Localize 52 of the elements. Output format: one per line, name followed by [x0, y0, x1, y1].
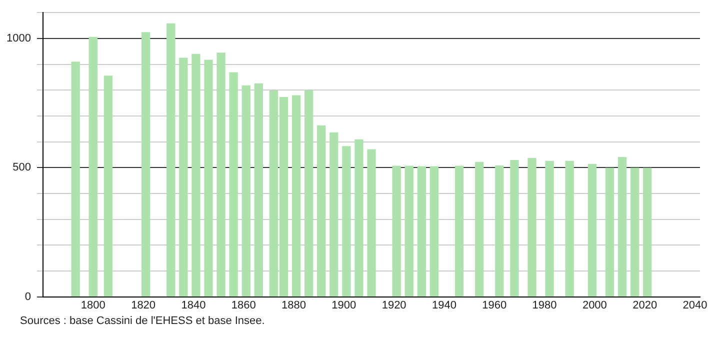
bar — [229, 72, 238, 297]
bar — [88, 36, 98, 297]
x-tick-label: 1960 — [482, 299, 507, 312]
bar — [605, 168, 614, 297]
bar — [618, 156, 627, 297]
bar — [254, 83, 263, 297]
source-note: Sources : base Cassini de l'EHESS et base Insee. — [19, 314, 266, 328]
x-tick-label: 1860 — [231, 299, 256, 312]
bar — [430, 166, 439, 297]
y-tick-label: 1000 — [6, 32, 31, 44]
bar — [417, 166, 426, 297]
bar — [71, 62, 80, 297]
bar — [643, 168, 652, 297]
bar — [367, 149, 376, 297]
bar — [510, 160, 519, 297]
x-tick-label: 1840 — [181, 299, 206, 312]
bar — [242, 85, 250, 297]
x-tick-label: 1880 — [282, 299, 306, 312]
bar — [166, 23, 176, 297]
x-tick-label: 1980 — [532, 299, 557, 312]
bar — [475, 162, 484, 297]
bar — [330, 132, 338, 297]
bar — [292, 95, 301, 297]
x-tick-label: 1900 — [332, 299, 356, 312]
bar — [342, 146, 351, 297]
x-tick-label: 2020 — [632, 299, 658, 312]
bar — [204, 60, 213, 297]
bar — [354, 139, 364, 297]
x-tick-label: 1800 — [80, 299, 106, 312]
bar — [141, 32, 150, 297]
bar — [104, 76, 113, 297]
y-tick-label: 500 — [12, 162, 31, 174]
bar — [528, 158, 536, 297]
bar — [545, 160, 554, 297]
bar — [317, 125, 326, 297]
bar — [304, 90, 314, 297]
x-tick-label: 2040 — [682, 299, 708, 312]
bar — [454, 166, 464, 297]
bar — [192, 54, 200, 297]
bar — [630, 168, 640, 297]
bar — [588, 164, 596, 297]
bar — [404, 166, 414, 297]
bar — [565, 160, 574, 297]
x-tick-label: 1920 — [382, 299, 406, 312]
y-tick-label: 0 — [24, 290, 31, 303]
bar — [216, 52, 226, 297]
x-tick-label: 2000 — [582, 299, 607, 312]
bar — [179, 58, 188, 297]
x-tick-label: 1940 — [432, 299, 456, 312]
bar — [392, 166, 401, 297]
x-tick-label: 1820 — [131, 299, 156, 312]
bar — [495, 165, 504, 297]
